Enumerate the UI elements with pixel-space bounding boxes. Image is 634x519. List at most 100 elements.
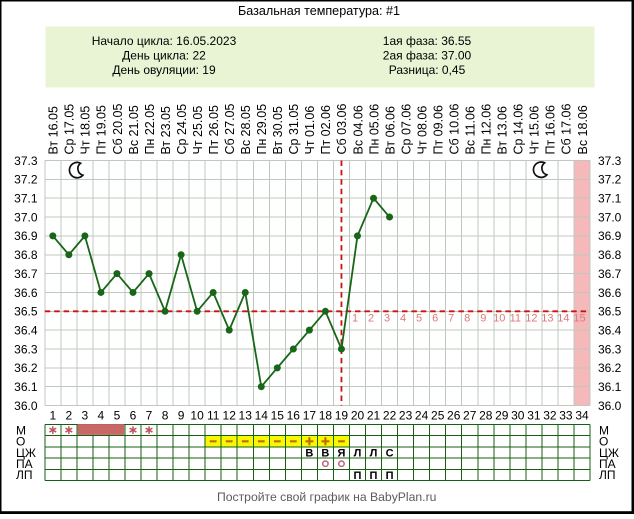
svg-text:Чт 18.05: Чт 18.05 — [79, 106, 93, 155]
svg-text:Чт 25.05: Чт 25.05 — [191, 106, 205, 155]
svg-text:ПА: ПА — [599, 457, 616, 471]
svg-text:Ср 31.05: Ср 31.05 — [287, 104, 301, 155]
svg-text:37.1: 37.1 — [14, 192, 38, 206]
svg-text:9: 9 — [178, 408, 185, 422]
svg-text:15: 15 — [271, 408, 285, 422]
svg-text:Чт 15.06: Чт 15.06 — [528, 106, 542, 155]
svg-text:4: 4 — [400, 313, 406, 325]
svg-text:20: 20 — [351, 408, 365, 422]
svg-text:3: 3 — [82, 408, 89, 422]
svg-text:Ср 07.06: Ср 07.06 — [399, 104, 413, 155]
svg-text:Вс 28.05: Вс 28.05 — [239, 105, 253, 154]
svg-text:16: 16 — [287, 408, 301, 422]
svg-text:3: 3 — [384, 313, 390, 325]
svg-text:36.9: 36.9 — [598, 229, 622, 243]
svg-text:9: 9 — [480, 313, 486, 325]
svg-text:Разница: 0,45: Разница: 0,45 — [389, 63, 466, 77]
svg-text:36.6: 36.6 — [598, 286, 622, 300]
svg-text:М: М — [599, 423, 609, 437]
svg-text:ПА: ПА — [16, 457, 33, 471]
svg-text:2ая фаза: 37.00: 2ая фаза: 37.00 — [383, 49, 472, 63]
svg-text:П: П — [354, 470, 362, 482]
svg-text:Пт 19.05: Пт 19.05 — [95, 105, 109, 155]
svg-text:Вт 13.06: Вт 13.06 — [496, 106, 510, 154]
svg-text:ЛП: ЛП — [16, 468, 33, 482]
svg-text:Пн 29.05: Пн 29.05 — [255, 104, 269, 155]
svg-text:Сб 03.06: Сб 03.06 — [335, 104, 349, 155]
svg-text:1: 1 — [49, 408, 56, 422]
svg-text:37.0: 37.0 — [598, 210, 622, 224]
svg-text:23: 23 — [399, 408, 413, 422]
svg-text:2: 2 — [66, 408, 73, 422]
svg-text:Пт 09.06: Пт 09.06 — [432, 105, 446, 155]
svg-text:10: 10 — [190, 408, 204, 422]
svg-text:36.2: 36.2 — [14, 361, 38, 375]
svg-text:Базальная температура: #1: Базальная температура: #1 — [238, 4, 400, 18]
svg-text:Сб 10.06: Сб 10.06 — [448, 104, 462, 155]
svg-text:29: 29 — [495, 408, 509, 422]
svg-text:8: 8 — [464, 313, 470, 325]
svg-text:Пн 05.06: Пн 05.06 — [367, 104, 381, 155]
svg-text:ЦЖ: ЦЖ — [16, 446, 36, 460]
svg-text:О: О — [599, 435, 608, 449]
svg-text:7: 7 — [146, 408, 153, 422]
svg-text:15: 15 — [573, 313, 585, 325]
svg-text:17: 17 — [303, 408, 317, 422]
svg-text:36.3: 36.3 — [14, 342, 38, 356]
svg-text:26: 26 — [447, 408, 461, 422]
svg-text:Пн 12.06: Пн 12.06 — [480, 104, 494, 155]
svg-text:36.0: 36.0 — [598, 399, 622, 413]
svg-text:О: О — [16, 435, 25, 449]
svg-text:36.4: 36.4 — [14, 323, 38, 337]
svg-text:36.1: 36.1 — [14, 380, 38, 394]
svg-text:37.0: 37.0 — [14, 210, 38, 224]
svg-text:36.5: 36.5 — [598, 305, 622, 319]
svg-text:36.1: 36.1 — [598, 380, 622, 394]
svg-text:10: 10 — [493, 313, 505, 325]
svg-text:П: П — [370, 470, 378, 482]
svg-text:Л: Л — [354, 448, 362, 460]
svg-text:36.8: 36.8 — [598, 248, 622, 262]
svg-text:36.8: 36.8 — [14, 248, 38, 262]
svg-text:6: 6 — [432, 313, 438, 325]
svg-text:Вс 18.06: Вс 18.06 — [576, 105, 590, 154]
svg-text:Постройте свой график на BabyP: Постройте свой график на BabyPlan.ru — [217, 490, 436, 504]
svg-text:Ср 14.06: Ср 14.06 — [512, 104, 526, 155]
svg-text:В: В — [321, 448, 329, 460]
svg-text:Пт 16.06: Пт 16.06 — [544, 105, 558, 155]
svg-text:Я: Я — [337, 448, 345, 460]
svg-text:Вс 04.06: Вс 04.06 — [351, 105, 365, 154]
svg-text:11: 11 — [510, 313, 521, 325]
svg-text:Вт 06.06: Вт 06.06 — [383, 106, 397, 154]
svg-text:Вт 16.05: Вт 16.05 — [47, 106, 61, 154]
svg-text:34: 34 — [575, 408, 589, 422]
svg-text:32: 32 — [543, 408, 557, 422]
svg-text:14: 14 — [557, 313, 569, 325]
svg-text:36.0: 36.0 — [14, 399, 38, 413]
svg-text:12: 12 — [223, 408, 237, 422]
svg-text:13: 13 — [541, 313, 553, 325]
svg-text:4: 4 — [98, 408, 105, 422]
svg-text:День цикла: 22: День цикла: 22 — [122, 49, 206, 63]
svg-text:37.3: 37.3 — [598, 154, 622, 168]
svg-text:37.2: 37.2 — [598, 173, 622, 187]
svg-text:30: 30 — [511, 408, 525, 422]
svg-text:13: 13 — [239, 408, 253, 422]
svg-text:ЦЖ: ЦЖ — [599, 446, 619, 460]
svg-text:37.3: 37.3 — [14, 154, 38, 168]
svg-text:Пн 22.05: Пн 22.05 — [143, 104, 157, 155]
svg-text:1ая фаза: 36.55: 1ая фаза: 36.55 — [383, 34, 472, 48]
svg-text:36.2: 36.2 — [598, 361, 622, 375]
svg-text:27: 27 — [463, 408, 477, 422]
svg-text:37.1: 37.1 — [598, 192, 622, 206]
svg-text:Чт 01.06: Чт 01.06 — [303, 106, 317, 155]
svg-text:Сб 20.05: Сб 20.05 — [111, 104, 125, 155]
svg-text:Вт 23.05: Вт 23.05 — [159, 106, 173, 154]
svg-text:Вс 21.05: Вс 21.05 — [127, 105, 141, 154]
svg-text:11: 11 — [207, 408, 220, 422]
svg-text:37.2: 37.2 — [14, 173, 38, 187]
svg-text:Ср 17.05: Ср 17.05 — [63, 104, 77, 155]
svg-text:Пт 02.06: Пт 02.06 — [319, 105, 333, 155]
svg-text:1: 1 — [352, 313, 358, 325]
svg-text:Пт 26.05: Пт 26.05 — [207, 105, 221, 155]
